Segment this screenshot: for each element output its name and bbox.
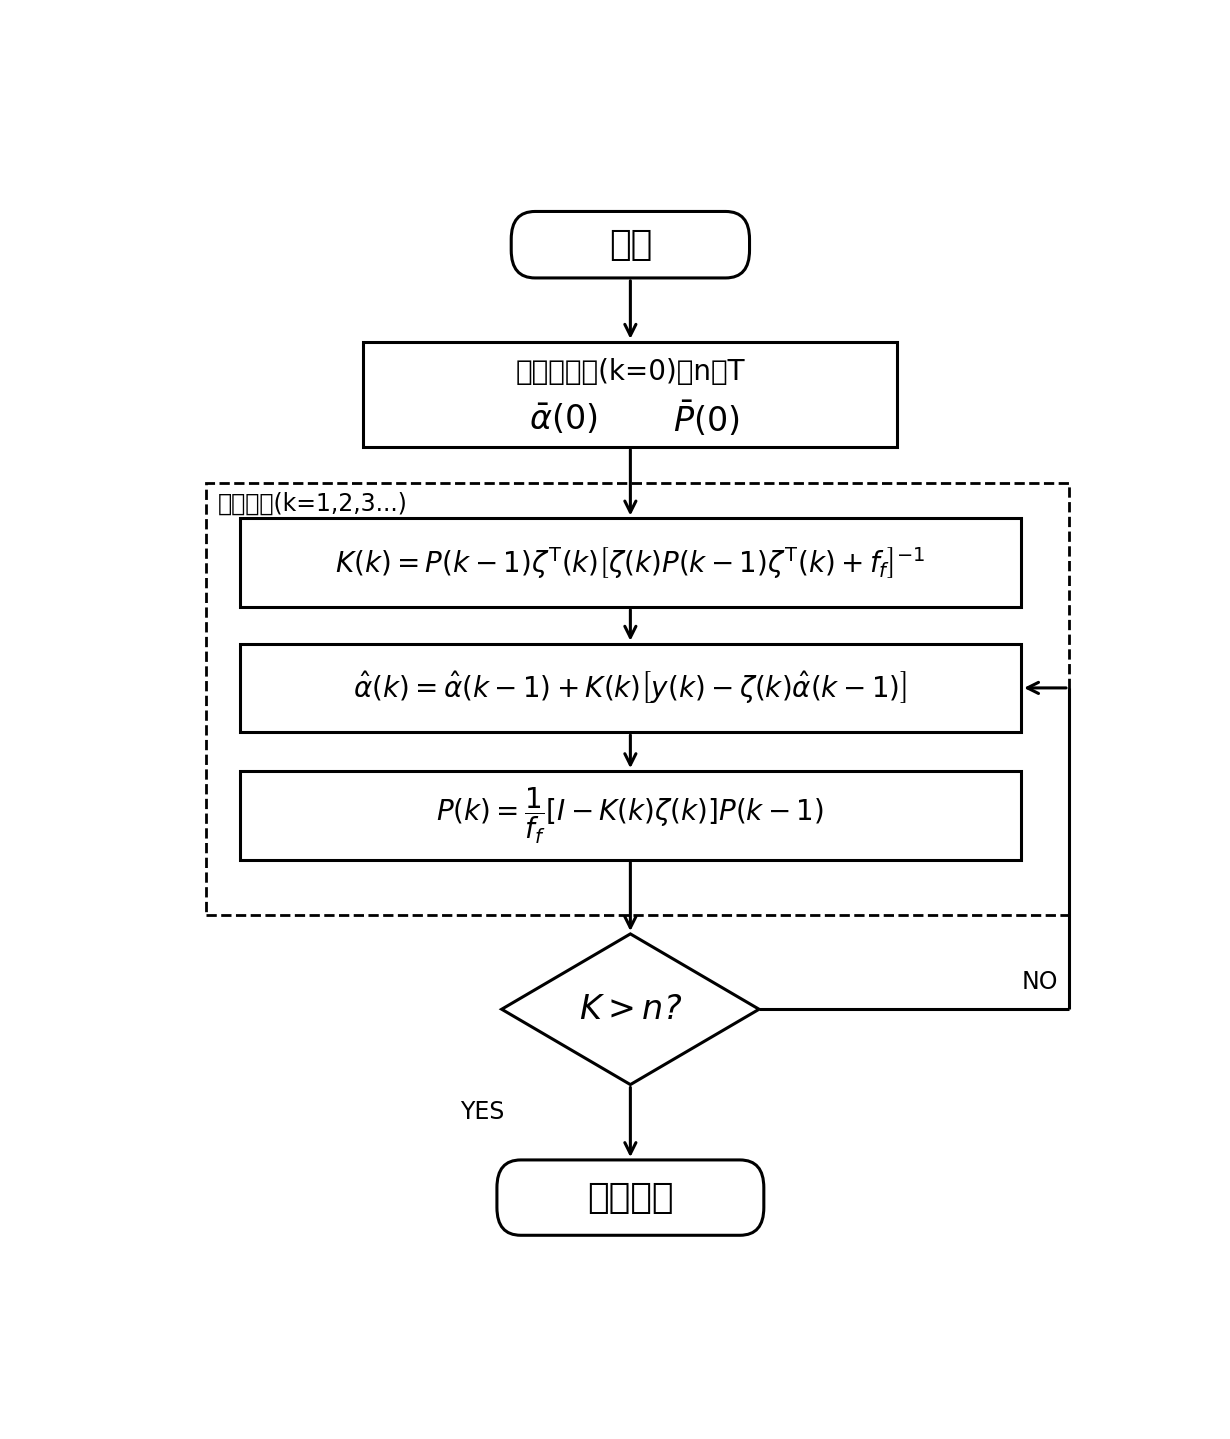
Text: 递推循环(k=1,2,3...): 递推循环(k=1,2,3...) (218, 492, 407, 515)
FancyBboxPatch shape (497, 1160, 764, 1235)
Text: 初始化变量(k=0)：n；T: 初始化变量(k=0)：n；T (515, 358, 745, 386)
Bar (207, 484, 1069, 915)
Text: $K>n$?: $K>n$? (579, 993, 681, 1026)
Bar (364, 341, 898, 448)
Text: 辨识结束: 辨识结束 (587, 1180, 674, 1215)
Text: NO: NO (1022, 970, 1059, 993)
Text: 开始: 开始 (609, 227, 652, 262)
Text: $P(k)=\dfrac{1}{f_f}\left[I-K(k)\zeta(k)\right]P(k-1)$: $P(k)=\dfrac{1}{f_f}\left[I-K(k)\zeta(k)… (437, 786, 824, 846)
Bar (240, 643, 1021, 732)
Text: $\hat{\alpha}(k)=\hat{\alpha}(k-1)+K(k)\left[y(k)-\zeta(k)\hat{\alpha}(k-1)\righ: $\hat{\alpha}(k)=\hat{\alpha}(k-1)+K(k)\… (353, 669, 908, 707)
Polygon shape (502, 934, 759, 1085)
Text: YES: YES (460, 1101, 504, 1124)
FancyBboxPatch shape (512, 212, 749, 278)
Text: $\bar{P}(0)$: $\bar{P}(0)$ (673, 399, 740, 439)
Text: $K(k)=P(k-1)\zeta^{\mathrm{T}}(k)\left[\zeta(k)P(k-1)\zeta^{\mathrm{T}}(k)+f_f\r: $K(k)=P(k-1)\zeta^{\mathrm{T}}(k)\left[\… (335, 545, 926, 581)
Bar (240, 771, 1021, 859)
Bar (240, 518, 1021, 607)
Text: $\bar{\alpha}(0)$: $\bar{\alpha}(0)$ (529, 401, 598, 436)
